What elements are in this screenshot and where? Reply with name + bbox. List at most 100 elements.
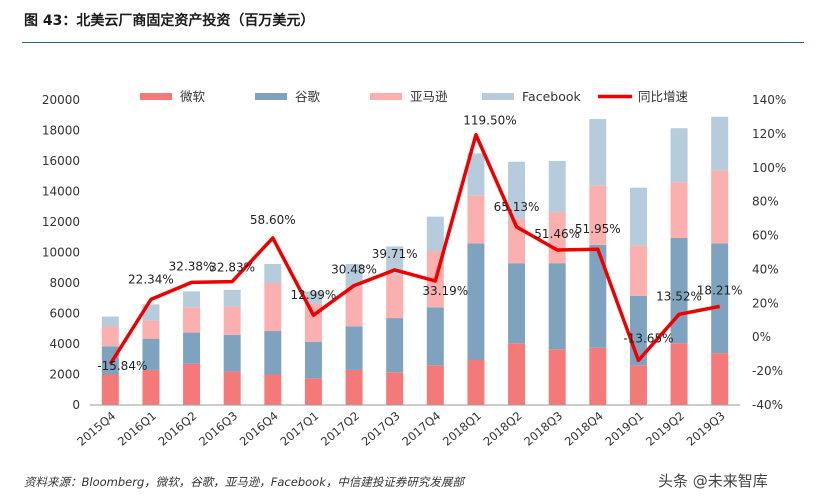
y-right-tick-label: 60% (752, 229, 779, 243)
bar-segment-amazon (223, 306, 241, 335)
y-left-tick-label: 10000 (42, 246, 80, 260)
bar-segment-google (467, 243, 485, 361)
x-tick-label: 2019Q1 (602, 409, 646, 449)
growth-data-label: 13.52% (656, 289, 702, 303)
y-right-tick-label: -40% (752, 398, 783, 412)
growth-data-label: 22.34% (128, 272, 174, 286)
y-left-tick-label: 6000 (49, 307, 80, 321)
bar-segment-facebook (508, 161, 526, 219)
x-tick-label: 2018Q1 (440, 409, 484, 449)
bar-segment-amazon (386, 274, 404, 319)
bar-segment-microsoft (426, 365, 444, 405)
watermark: 头条 @未来智库 (658, 472, 768, 490)
bar-segment-microsoft (670, 343, 688, 405)
growth-data-label: -13.65% (623, 331, 673, 345)
growth-data-label: 32.38% (169, 259, 215, 273)
bar-segment-facebook (101, 316, 119, 327)
y-left-tick-label: 12000 (42, 215, 80, 229)
growth-data-label: -15.84% (97, 359, 147, 373)
bar-segment-microsoft (711, 353, 729, 405)
x-tick-label: 2016Q4 (237, 409, 281, 449)
bar-segment-google (101, 346, 119, 375)
bar-segment-google (711, 243, 729, 354)
growth-line (108, 132, 721, 365)
bar-segment-microsoft (183, 363, 201, 405)
bar-segment-facebook (629, 187, 647, 246)
bar-segment-facebook (467, 153, 485, 196)
bar-segment-facebook (223, 289, 241, 307)
legend-label: 亚马逊 (410, 89, 448, 104)
bar-segment-amazon (142, 320, 160, 339)
legend-swatch-facebook (482, 93, 514, 100)
source-note: 资料来源：Bloomberg，微软，谷歌，亚马逊，Facebook，中信建投证券… (24, 475, 464, 489)
x-tick-label: 2018Q3 (521, 409, 565, 449)
bar-segment-google (264, 331, 282, 375)
bar-segment-microsoft (508, 343, 526, 405)
bar-segment-amazon (467, 195, 485, 244)
y-left-tick-label: 18000 (42, 124, 80, 138)
title-divider (22, 42, 804, 43)
bar-segment-google (142, 338, 160, 370)
x-tick-label: 2017Q2 (318, 409, 362, 449)
growth-data-label: 18.21% (697, 283, 743, 297)
growth-data-label: 30.48% (331, 263, 377, 277)
bar-segment-amazon (629, 245, 647, 296)
bar-segment-facebook (711, 116, 729, 171)
bar-segment-microsoft (345, 369, 363, 405)
y-right-tick-label: 20% (752, 296, 779, 310)
y-left-tick-label: 20000 (42, 93, 80, 107)
legend-swatch-amazon (370, 93, 402, 100)
growth-data-label: 51.46% (534, 227, 580, 241)
x-tick-label: 2019Q3 (684, 409, 728, 449)
growth-data-label: 39.71% (372, 247, 418, 261)
bar-segment-facebook (386, 246, 404, 275)
bar-segment-amazon (264, 283, 282, 332)
legend-swatch-google (255, 93, 287, 100)
bar-segment-facebook (183, 291, 201, 308)
bar-segment-microsoft (467, 360, 485, 405)
bar-segment-amazon (183, 307, 201, 333)
bar-segment-microsoft (548, 349, 566, 405)
bar-segment-amazon (589, 185, 607, 245)
x-tick-label: 2015Q4 (74, 409, 118, 449)
bar-segment-google (304, 341, 322, 379)
growth-data-label: 32.83% (209, 261, 255, 275)
bar-segment-facebook (264, 263, 282, 283)
y-left-tick-label: 4000 (49, 337, 80, 351)
bar-segment-amazon (345, 286, 363, 327)
growth-data-label: 119.50% (463, 114, 516, 128)
bar-segment-facebook (670, 128, 688, 183)
bar-segment-google (508, 263, 526, 344)
y-left-tick-label: 2000 (49, 368, 80, 382)
bar-segment-facebook (304, 291, 322, 304)
x-tick-label: 2017Q3 (359, 409, 403, 449)
bar-segment-google (386, 318, 404, 373)
x-tick-label: 2016Q1 (115, 409, 159, 449)
x-tick-label: 2017Q4 (399, 409, 443, 449)
x-tick-label: 2016Q3 (196, 409, 240, 449)
bar-segment-google (345, 326, 363, 370)
legend-label: 谷歌 (295, 89, 321, 104)
bar-segment-facebook (426, 216, 444, 251)
x-tick-label: 2018Q2 (481, 409, 525, 449)
growth-data-label: 33.19% (422, 284, 468, 298)
growth-data-label: 65.13% (494, 200, 540, 214)
bar-segment-microsoft (589, 347, 607, 405)
bar-segment-google (223, 334, 241, 372)
growth-data-label: 12.99% (291, 288, 337, 302)
growth-data-label: 51.95% (575, 222, 621, 236)
bar-segment-microsoft (142, 369, 160, 405)
bar-segment-google (183, 332, 201, 364)
y-right-tick-label: 140% (752, 93, 786, 107)
y-right-tick-label: 120% (752, 127, 786, 141)
bar-segment-facebook (345, 263, 363, 287)
bar-segment-amazon (670, 182, 688, 239)
bar-segment-google (426, 307, 444, 366)
x-tick-label: 2018Q4 (562, 409, 606, 449)
x-tick-label: 2016Q2 (156, 409, 200, 449)
growth-data-label: 58.60% (250, 213, 296, 227)
legend-label: 微软 (180, 89, 206, 104)
y-left-tick-label: 0 (72, 398, 80, 412)
bar-segment-amazon (711, 170, 729, 244)
